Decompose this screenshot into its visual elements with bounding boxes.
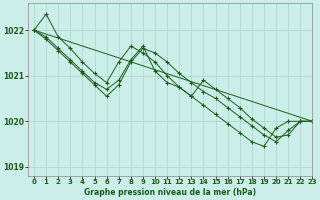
X-axis label: Graphe pression niveau de la mer (hPa): Graphe pression niveau de la mer (hPa): [84, 188, 256, 197]
